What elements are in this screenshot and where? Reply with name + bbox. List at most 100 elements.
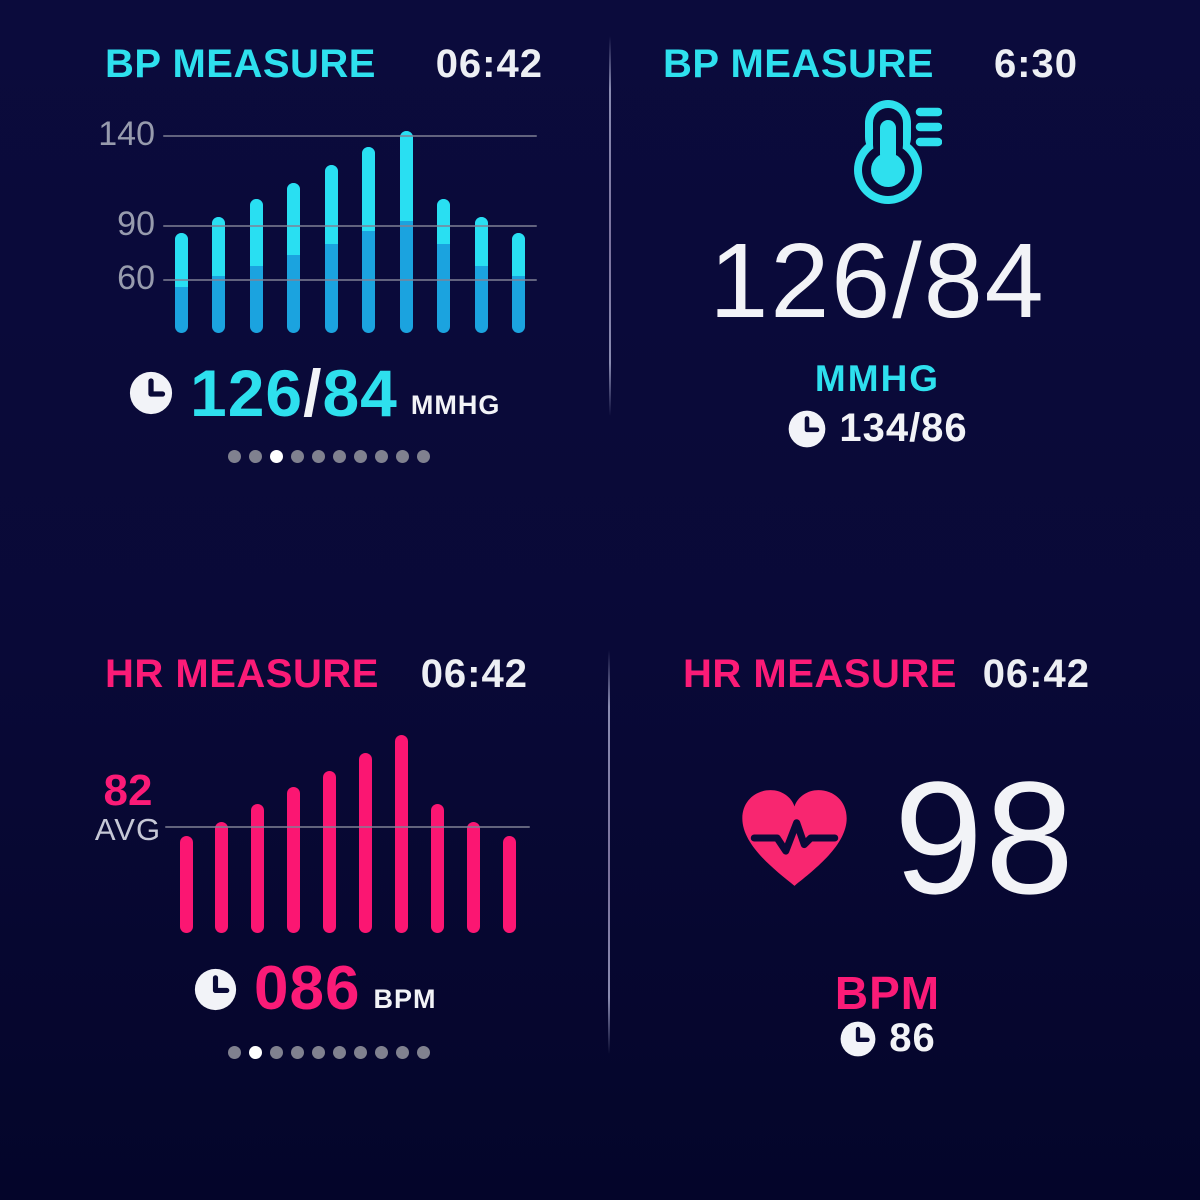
clock-icon <box>194 968 237 1010</box>
bp-bar <box>399 130 413 333</box>
bp-bar <box>362 146 375 333</box>
bp-bar-systolic-segment <box>399 130 413 221</box>
grid-line <box>163 135 537 137</box>
bp-bar-systolic-segment <box>174 233 188 288</box>
hr-bar <box>359 753 372 933</box>
bp-systolic-value: 126 <box>190 356 304 430</box>
pagination-dot <box>228 1046 241 1059</box>
bp-bar <box>512 233 525 333</box>
clock-icon <box>840 1021 876 1056</box>
hr-bar <box>502 836 516 933</box>
pagination-dot <box>333 450 346 463</box>
hr-history-row: 86 <box>620 1016 1155 1061</box>
bp-bar <box>324 164 338 333</box>
pagination-dot <box>333 1046 346 1059</box>
panel-bp-latest-reading[interactable]: BP MEASURE 6:30 126/84 MMHG 134/86 <box>600 0 1200 600</box>
hr-reading-row: 086 BPM <box>193 958 436 1020</box>
pagination-dot <box>312 450 325 463</box>
bp-bar <box>174 233 188 333</box>
pagination-dot <box>249 450 262 463</box>
grid-line <box>163 279 537 281</box>
bp-bar-systolic-segment <box>474 217 488 266</box>
average-grid-line <box>165 826 530 828</box>
bp-bar <box>474 217 488 333</box>
bp-value-separator: / <box>303 356 323 430</box>
bp-unit-label: MMHG <box>410 390 501 420</box>
blood-pressure-thermometer-icon <box>854 100 942 204</box>
bp-bar <box>212 217 225 333</box>
panel-header: BP MEASURE 06:42 <box>105 42 543 87</box>
hr-bar <box>466 821 480 933</box>
panel-time: 06:42 <box>420 652 528 696</box>
panel-header: HR MEASURE 06:42 <box>683 652 1090 697</box>
panel-time: 06:42 <box>982 652 1090 696</box>
hr-hero-row: 98 <box>627 748 1187 927</box>
panel-header: HR MEASURE 06:42 <box>105 652 528 697</box>
hr-bar <box>430 803 444 933</box>
pagination-dot <box>375 450 388 463</box>
pagination-dot <box>375 1046 388 1059</box>
vertical-divider <box>608 650 610 1054</box>
bp-reading-row: 126 / 84 MMHG <box>128 360 500 426</box>
pagination-dot <box>417 450 430 463</box>
bp-big-value: 126/84 <box>709 222 1046 340</box>
bp-unit-label: MMHG <box>814 358 941 399</box>
pagination-dot-active <box>270 450 283 463</box>
bp-bar-systolic-segment <box>437 199 450 244</box>
bp-bar-systolic-segment <box>249 199 263 266</box>
bp-bar <box>437 199 450 333</box>
bp-bar-systolic-segment <box>512 233 525 277</box>
bp-diastolic-value: 84 <box>322 356 398 430</box>
pagination-dot <box>270 1046 283 1059</box>
hr-bar <box>251 803 265 933</box>
pagination-dots <box>228 450 430 463</box>
pagination-dot <box>396 1046 409 1059</box>
bp-bar-chart: 140 90 60 <box>0 0 600 600</box>
hr-bar <box>179 836 193 933</box>
bp-bar-systolic-segment <box>324 164 338 244</box>
panel-header: BP MEASURE 6:30 <box>663 42 1078 87</box>
panel-hr-latest-reading[interactable]: HR MEASURE 06:42 98 BPM 86 <box>600 600 1200 1200</box>
bp-bar-systolic-segment <box>287 182 300 255</box>
panel-title: HR MEASURE <box>683 652 957 696</box>
bp-history-value: 134/86 <box>839 406 968 450</box>
pagination-dot-active <box>249 1046 262 1059</box>
clock-icon <box>788 410 826 447</box>
clock-icon <box>129 371 173 415</box>
pagination-dots <box>228 1046 430 1059</box>
hr-unit-label: BPM <box>834 967 941 1019</box>
hr-reading-value: 086 <box>254 954 361 1023</box>
pagination-dot <box>396 450 409 463</box>
y-axis-tick-label: 140 <box>98 114 155 153</box>
panel-title: BP MEASURE <box>105 42 376 86</box>
bp-bar <box>249 199 263 333</box>
panel-time: 06:42 <box>435 42 543 86</box>
panel-title: BP MEASURE <box>663 42 934 86</box>
panel-bp-history-chart[interactable]: BP MEASURE 06:42 140 90 60 126 / 84 MMHG <box>0 0 600 600</box>
pagination-dot <box>291 450 304 463</box>
heart-pulse-icon <box>742 790 847 886</box>
panel-title: HR MEASURE <box>105 652 379 696</box>
pagination-dot <box>228 450 241 463</box>
y-axis-tick-label: 60 <box>117 258 155 297</box>
hr-bar <box>287 787 301 933</box>
bp-bar-systolic-segment <box>362 146 375 232</box>
hr-bar-chart <box>0 600 600 1200</box>
pagination-dot <box>354 450 367 463</box>
bp-bar-systolic-segment <box>212 217 225 277</box>
hr-average-label: AVG <box>94 812 162 847</box>
hr-bar <box>215 821 229 933</box>
hr-bar <box>323 771 337 933</box>
hr-bar <box>394 735 408 933</box>
vertical-divider <box>609 36 611 416</box>
panel-time: 6:30 <box>993 42 1078 86</box>
pagination-dot <box>312 1046 325 1059</box>
hr-average-value: 82 <box>103 766 153 815</box>
y-axis-tick-label: 90 <box>117 204 155 243</box>
hr-big-value: 98 <box>894 748 1076 927</box>
pagination-dot <box>417 1046 430 1059</box>
panel-hr-history-chart[interactable]: HR MEASURE 06:42 82 AVG 086 BPM <box>0 600 600 1200</box>
hr-history-value: 86 <box>889 1016 936 1060</box>
bp-history-row: 134/86 <box>620 406 1135 451</box>
